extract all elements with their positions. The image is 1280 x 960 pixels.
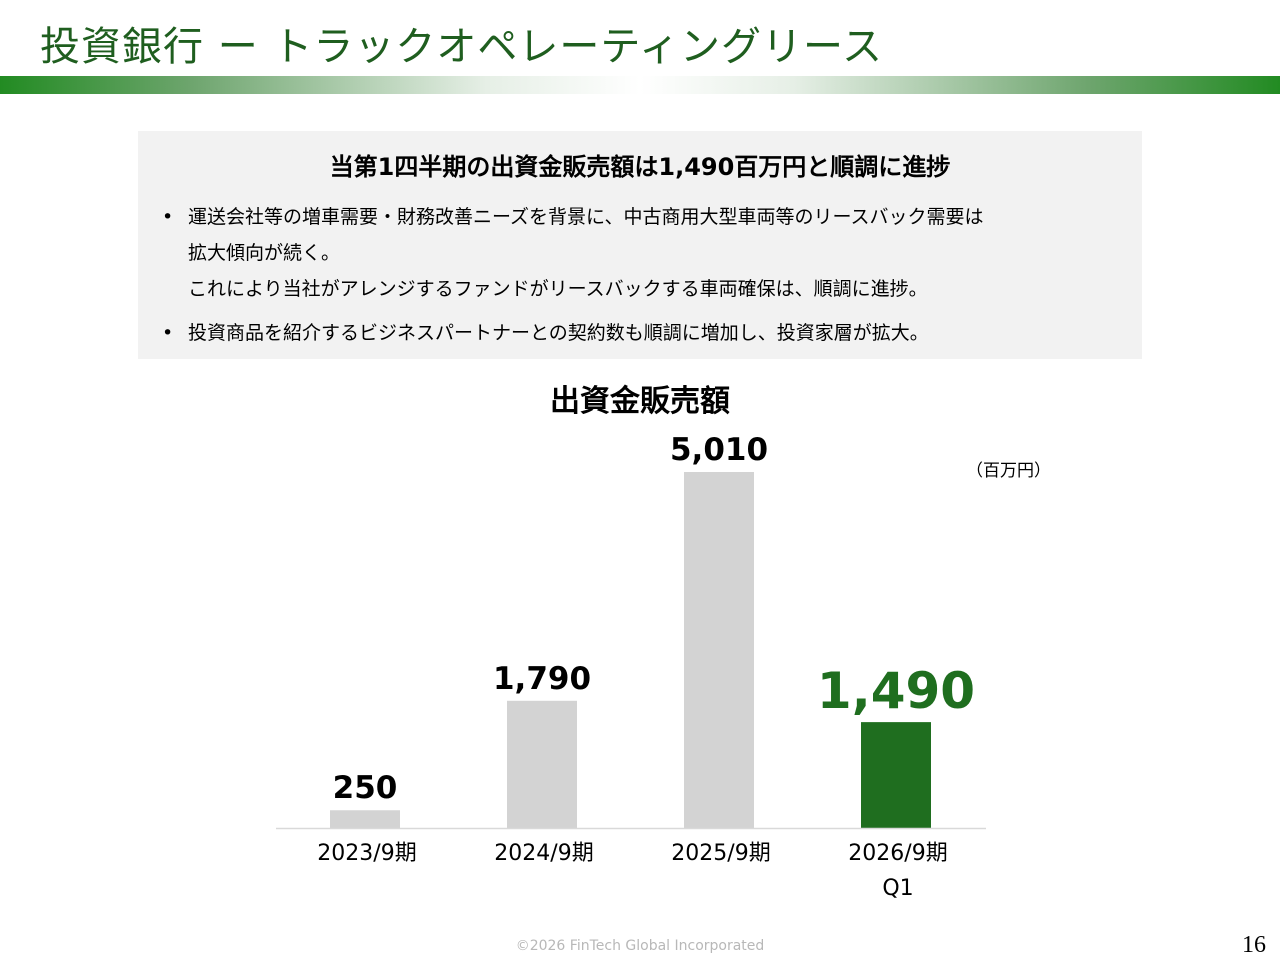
page-number: 16 xyxy=(1242,932,1266,958)
footer-copyright: ©2026 FinTech Global Incorporated xyxy=(515,938,765,954)
title-gradient-bar xyxy=(0,76,1280,94)
bullet-dot-icon: • xyxy=(162,322,174,344)
x-tick-label: 2024/9期 xyxy=(494,841,593,866)
data-label: 1,790 xyxy=(493,661,591,697)
x-tick-label: 2025/9期 xyxy=(671,841,770,866)
bar xyxy=(861,722,931,828)
bar xyxy=(330,810,400,828)
summary-box: 当第1四半期の出資金販売額は1,490百万円と順調に進捗 • 運送会社等の増車需… xyxy=(138,131,1142,359)
data-label: 5,010 xyxy=(670,432,768,468)
summary-bullet: • 投資商品を紹介するビジネスパートナーとの契約数も順調に増加し、投資家層が拡大… xyxy=(162,315,1122,351)
unit-label: （百万円） xyxy=(966,461,1051,481)
bullet-dot-icon: • xyxy=(162,206,174,228)
summary-text-line: これにより当社がアレンジするファンドがリースバックする車両確保は、順調に進捗。 xyxy=(188,278,928,300)
summary-text-line: 投資商品を紹介するビジネスパートナーとの契約数も順調に増加し、投資家層が拡大。 xyxy=(188,322,929,344)
x-tick-label: 2023/9期 xyxy=(317,841,416,866)
x-tick-label: Q1 xyxy=(882,876,913,901)
summary-bullet-list: • 運送会社等の増車需要・財務改善ニーズを背景に、中古商用大型車両等のリースバッ… xyxy=(162,199,1122,351)
slide-title: 投資銀行 ー トラックオペレーティングリース xyxy=(40,24,884,70)
data-label: 1,490 xyxy=(817,662,975,720)
bar xyxy=(684,472,754,828)
data-label: 250 xyxy=(333,770,398,806)
chart-title: 出資金販売額 xyxy=(550,384,730,419)
bar xyxy=(507,700,577,828)
summary-heading: 当第1四半期の出資金販売額は1,490百万円と順調に進捗 xyxy=(329,153,951,181)
summary-text-line: 拡大傾向が続く。 xyxy=(188,242,341,264)
summary-bullet: • 運送会社等の増車需要・財務改善ニーズを背景に、中古商用大型車両等のリースバッ… xyxy=(162,199,1122,307)
summary-text-line: 運送会社等の増車需要・財務改善ニーズを背景に、中古商用大型車両等のリースバック需… xyxy=(188,206,984,228)
x-tick-label: 2026/9期 xyxy=(848,841,947,866)
